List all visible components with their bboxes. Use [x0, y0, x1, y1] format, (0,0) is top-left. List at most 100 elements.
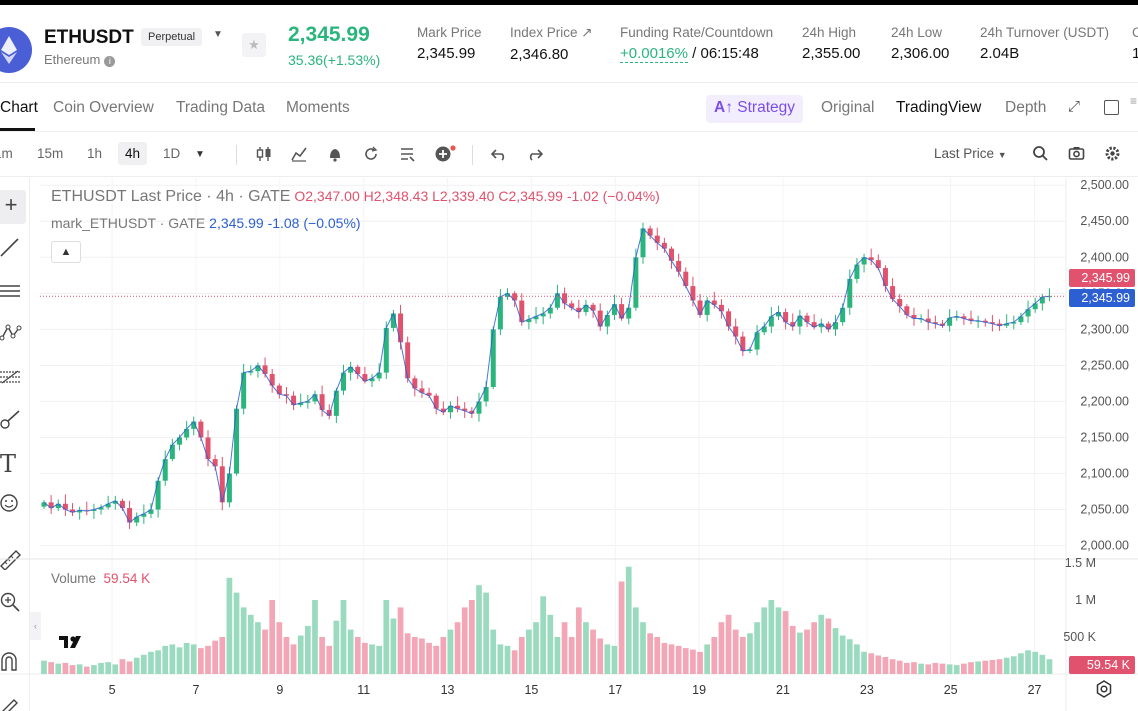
- templates-icon[interactable]: [398, 145, 416, 168]
- replay-icon[interactable]: [362, 145, 380, 168]
- add-indicator-icon[interactable]: [434, 145, 456, 168]
- price-source-select[interactable]: Last Price ▼: [934, 146, 1007, 161]
- trend-line-icon[interactable]: [0, 236, 28, 264]
- candle-body: [326, 410, 332, 416]
- collapse-legend-button[interactable]: ▲: [51, 241, 81, 263]
- candle-body: [939, 323, 945, 326]
- time-tick-label: 7: [192, 683, 199, 697]
- chart-settings-icon[interactable]: [1095, 680, 1113, 703]
- candle-body: [148, 509, 154, 514]
- fib-tool-icon[interactable]: [0, 366, 28, 394]
- candle-body: [219, 466, 225, 503]
- volume-bar: [319, 637, 325, 674]
- tab-chart[interactable]: Chart: [0, 99, 38, 116]
- volume-bar: [240, 607, 247, 674]
- pattern-tool-icon[interactable]: [0, 322, 28, 350]
- emoji-tool-icon[interactable]: [0, 492, 28, 520]
- horizontal-lines-icon[interactable]: [0, 280, 28, 308]
- volume-bar: [483, 592, 489, 674]
- view-depth[interactable]: Depth: [1005, 99, 1047, 116]
- volume-bar: [283, 637, 290, 674]
- volume-bar: [547, 614, 554, 674]
- candle-body: [925, 318, 931, 323]
- candle-body: [954, 316, 960, 318]
- candle-body: [155, 480, 161, 510]
- volume-tick-label: 500 K: [1063, 630, 1096, 644]
- timeframe-1h[interactable]: 1h: [87, 146, 103, 161]
- camera-icon[interactable]: [1068, 145, 1085, 167]
- volume-bar: [148, 651, 154, 674]
- volume-bar: [583, 622, 589, 674]
- view-tradingview[interactable]: TradingView: [896, 99, 982, 116]
- volume-bar: [362, 642, 368, 674]
- symbol-dropdown-icon[interactable]: ▼: [213, 29, 223, 40]
- candle-body: [462, 408, 468, 411]
- volume-bar: [982, 660, 989, 674]
- zoom-in-icon[interactable]: [0, 592, 28, 620]
- brush-tool-icon[interactable]: [0, 408, 28, 436]
- stat-funding-rate[interactable]: Funding Rate/Countdown +0.0016% / 06:15:…: [620, 25, 774, 63]
- stat-index-price[interactable]: Index Price ↗ 2,346.80: [510, 25, 593, 63]
- candle-body: [911, 314, 917, 319]
- symbol-title[interactable]: ETHUSDT: [44, 27, 134, 48]
- volume-bar: [48, 662, 54, 674]
- volume-bar: [846, 639, 853, 674]
- volume-bar: [782, 611, 789, 674]
- timeframe-15m[interactable]: 15m: [37, 146, 64, 161]
- candle-type-icon[interactable]: [255, 145, 273, 168]
- volume-bar: [839, 635, 846, 674]
- magnet-icon[interactable]: [0, 650, 28, 678]
- view-original[interactable]: Original: [821, 99, 875, 116]
- volume-bar: [126, 661, 133, 674]
- time-tick-label: 21: [776, 683, 790, 697]
- candle-body: [982, 320, 988, 323]
- strategy-button[interactable]: A↑ Strategy: [706, 95, 803, 123]
- candle-body: [62, 503, 68, 510]
- expand-icon[interactable]: ⤢: [1068, 98, 1081, 115]
- timeframe-1m[interactable]: 1m: [0, 146, 13, 161]
- timeframe-4h[interactable]: 4h: [118, 142, 148, 165]
- window-icon[interactable]: [1104, 100, 1119, 115]
- candle-body: [191, 421, 197, 429]
- candle-body: [298, 402, 304, 406]
- timeframe-1d[interactable]: 1D: [163, 146, 181, 161]
- lock-pen-icon[interactable]: [0, 692, 28, 711]
- candle-body: [390, 313, 396, 328]
- menu-icon[interactable]: ≡: [1130, 94, 1138, 108]
- volume-bar: [911, 662, 917, 674]
- price-tick-label: 2,450.00: [1080, 214, 1129, 228]
- time-tick-label: 17: [608, 683, 622, 697]
- candle-body: [419, 388, 425, 393]
- tab-moments[interactable]: Moments: [286, 99, 350, 116]
- redo-icon[interactable]: [526, 145, 544, 168]
- info-icon[interactable]: i: [104, 56, 116, 67]
- volume-bar: [233, 592, 240, 674]
- tab-coin-overview[interactable]: Coin Overview: [53, 99, 154, 116]
- volume-tick-label: 1 M: [1075, 593, 1096, 607]
- price-tick-label: 2,100.00: [1080, 467, 1129, 481]
- candle-body: [597, 310, 603, 327]
- settings-gear-icon[interactable]: [1104, 145, 1121, 167]
- candle-body: [212, 459, 218, 467]
- volume-bar: [183, 642, 190, 674]
- candle-body: [833, 322, 839, 330]
- candle-body: [48, 502, 54, 509]
- volume-bar: [511, 650, 518, 674]
- timeframe-dropdown-icon[interactable]: ▼: [195, 149, 205, 160]
- indicators-icon[interactable]: [290, 145, 308, 168]
- volume-bar: [953, 665, 960, 674]
- alert-bell-icon[interactable]: [326, 145, 344, 168]
- undo-icon[interactable]: [490, 145, 508, 168]
- sidebar-toggle-icon[interactable]: ‹: [30, 612, 41, 640]
- volume-bar: [226, 577, 233, 674]
- volume-bar: [255, 622, 261, 674]
- text-tool-icon[interactable]: T: [0, 450, 17, 478]
- price-chart[interactable]: 2,000.00 2,050.00 2,100.00 2,150.00 2,200.00…: [0, 178, 1138, 711]
- favorite-star-icon[interactable]: ★: [242, 33, 266, 57]
- candle-body: [775, 312, 781, 317]
- crosshair-icon[interactable]: +: [0, 190, 26, 224]
- volume-bar: [354, 637, 361, 674]
- volume-bar: [561, 622, 568, 674]
- tab-trading-data[interactable]: Trading Data: [176, 99, 266, 116]
- search-icon[interactable]: [1032, 145, 1049, 167]
